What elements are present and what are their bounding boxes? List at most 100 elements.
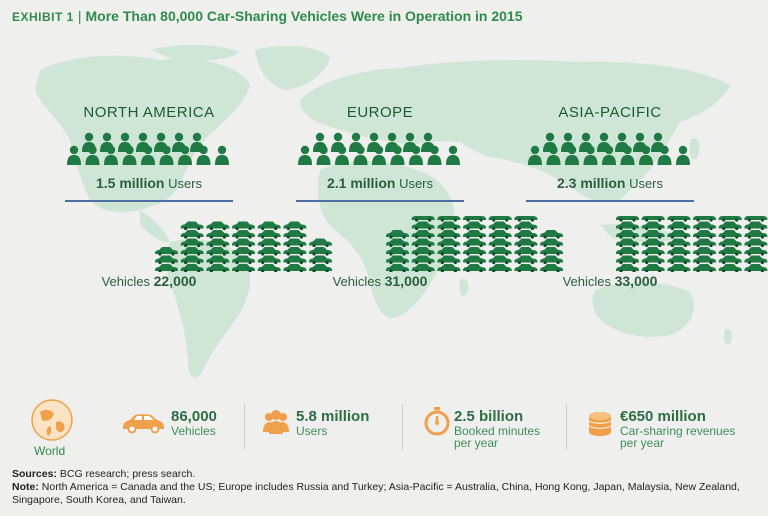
car-icon: [386, 255, 409, 265]
car-icon: [693, 247, 717, 256]
car-icon: [744, 264, 768, 272]
region-divider: [296, 200, 464, 202]
vehicles-icon-group: [155, 221, 333, 272]
car-icon: [718, 264, 742, 272]
car-icon: [616, 247, 639, 256]
stat-divider: [566, 404, 567, 450]
car-icon: [206, 264, 230, 272]
person-icon: [565, 145, 579, 165]
car-icon: [641, 247, 665, 256]
car-icon: [232, 238, 256, 248]
car-icon: [283, 230, 307, 239]
car-icon: [283, 264, 307, 272]
stat-divider: [244, 404, 245, 450]
car-icon: [616, 255, 639, 265]
car-icon: [437, 221, 461, 231]
person-icon: [602, 145, 616, 165]
car-icon: [206, 221, 230, 231]
person-icon: [353, 145, 368, 165]
users-icon-group: [528, 132, 690, 165]
world-map: [35, 44, 733, 378]
users-icon-group: [298, 132, 460, 165]
car-icon: [641, 230, 665, 239]
car-icon: [744, 216, 768, 222]
car-icon: [514, 216, 538, 222]
person-icon: [583, 145, 598, 165]
globe-icon: [31, 399, 73, 441]
region-vehicles: Vehicles 31,000: [332, 273, 428, 289]
person-icon: [104, 145, 118, 165]
car-icon: [386, 238, 409, 248]
car-icon: [540, 238, 564, 248]
car-icon: [514, 238, 538, 248]
car-icon: [463, 216, 487, 222]
car-icon: [283, 255, 307, 265]
car-icon: [180, 264, 204, 272]
car-icon: [488, 255, 512, 265]
car-icon: [257, 238, 281, 248]
person-icon: [159, 145, 174, 165]
car-icon: [667, 238, 691, 248]
stopwatch-icon: [424, 407, 450, 436]
car-icon: [641, 264, 665, 272]
car-icon: [514, 264, 538, 272]
car-icon: [488, 221, 512, 231]
person-icon: [298, 145, 312, 165]
stat-users: 5.8 million Users: [296, 408, 370, 438]
car-icon: [155, 255, 178, 265]
person-icon: [620, 145, 635, 165]
car-icon: [744, 230, 768, 239]
car-icon: [283, 221, 307, 231]
person-icon: [657, 145, 672, 165]
users-icon-group: [67, 132, 229, 165]
car-icon: [463, 255, 487, 265]
exhibit-label: Exhibit 1: [12, 10, 74, 24]
stat-vehicles: 86,000 Vehicles: [171, 408, 217, 438]
car-icon: [206, 247, 230, 256]
person-icon: [85, 145, 100, 165]
car-icon: [667, 216, 691, 222]
world-label: World: [34, 444, 66, 458]
person-icon: [67, 145, 81, 165]
car-icon: [616, 216, 639, 222]
coins-icon: [588, 412, 612, 436]
footnotes: Sources: BCG research; press search. Not…: [12, 468, 752, 507]
car-icon: [667, 255, 691, 265]
car-icon: [540, 247, 564, 256]
car-icon: [180, 238, 204, 248]
person-icon: [122, 145, 137, 165]
region-name: ASIA-PACIFIC: [558, 104, 662, 121]
car-icon: [123, 414, 164, 434]
person-icon: [372, 145, 386, 165]
person-icon: [409, 145, 423, 165]
car-icon: [693, 264, 717, 272]
car-icon: [155, 247, 178, 256]
car-icon: [488, 264, 512, 272]
car-icon: [180, 247, 204, 256]
car-icon: [257, 221, 281, 231]
car-icon: [437, 216, 461, 222]
car-icon: [693, 238, 717, 248]
car-icon: [718, 238, 742, 248]
stat-minutes: 2.5 billion Booked minutes per year: [454, 408, 541, 450]
car-icon: [667, 264, 691, 272]
car-icon: [693, 216, 717, 222]
car-icon: [309, 247, 333, 256]
region-name: EUROPE: [346, 104, 414, 121]
person-icon: [196, 145, 211, 165]
page-title: Exhibit 1 | More Than 80,000 Car-Sharing V…: [12, 8, 523, 24]
car-icon: [718, 255, 742, 265]
region-name: NORTH AMERICA: [83, 104, 215, 121]
person-icon: [390, 145, 405, 165]
car-icon: [744, 238, 768, 248]
car-icon: [540, 230, 564, 239]
person-icon: [676, 145, 690, 165]
car-icon: [309, 255, 333, 265]
car-icon: [693, 230, 717, 239]
users-icon: [263, 410, 289, 434]
car-icon: [616, 264, 639, 272]
car-icon: [667, 221, 691, 231]
car-icon: [180, 255, 204, 265]
stat-revenues: €650 million Car-sharing revenues per ye…: [620, 408, 736, 450]
car-icon: [488, 247, 512, 256]
